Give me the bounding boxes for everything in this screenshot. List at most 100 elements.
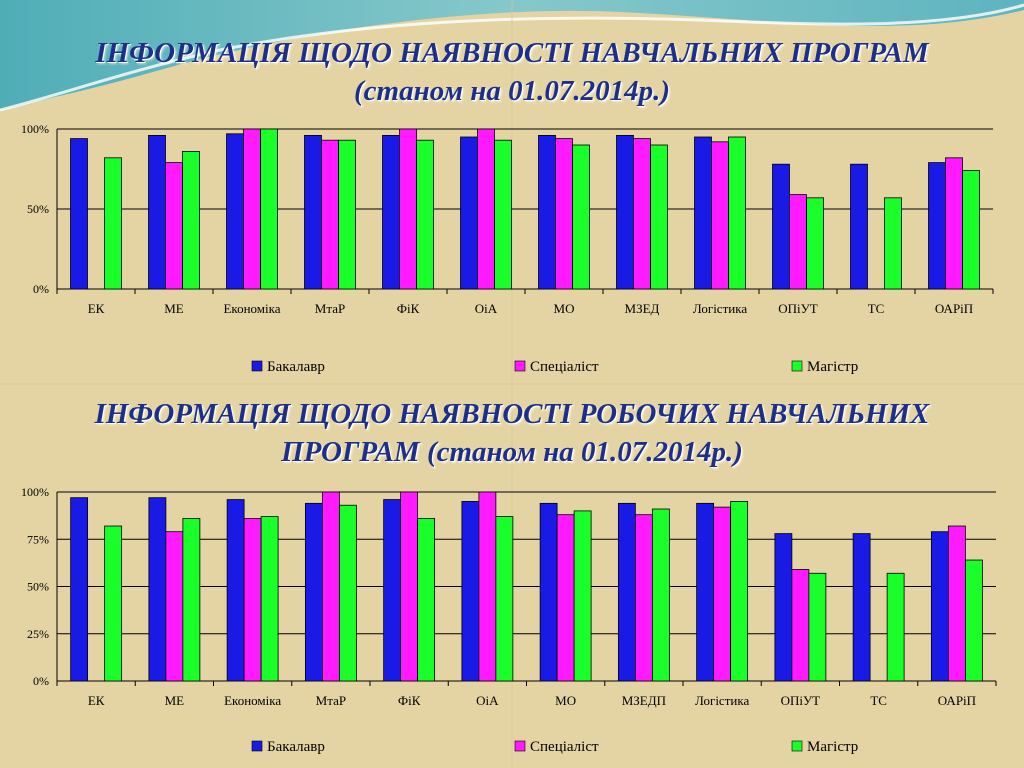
y-tick-label: 0% bbox=[33, 282, 49, 296]
chart-2-title: ІНФОРМАЦІЯ ЩОДО НАЯВНОСТІ РОБОЧИХ НАВЧАЛ… bbox=[0, 395, 1024, 471]
bar-Спеціаліст-МО bbox=[555, 138, 573, 290]
x-tick-label: ОПіУТ bbox=[781, 693, 821, 708]
bar-Магістр-МЕ bbox=[182, 151, 200, 290]
bar-Спеціаліст-МтаР bbox=[321, 491, 340, 682]
bar-Бакалавр-МЕ bbox=[148, 134, 166, 290]
y-tick-label: 50% bbox=[27, 580, 49, 594]
bar-Бакалавр-ОПіУТ bbox=[774, 533, 793, 682]
y-tick-label: 50% bbox=[27, 202, 49, 216]
bar-Бакалавр-ФіК bbox=[383, 499, 402, 682]
bar-Бакалавр-ТС bbox=[850, 163, 868, 290]
x-tick-label: МЕ bbox=[165, 693, 185, 708]
bar-Магістр-ТС bbox=[886, 572, 905, 682]
legend-swatch-Спеціаліст bbox=[514, 360, 526, 372]
bar-Бакалавр-ОіА bbox=[460, 136, 478, 290]
bar-Магістр-Логістика bbox=[730, 501, 749, 682]
x-tick-label: ОПіУТ bbox=[778, 301, 818, 316]
legend-label: Спеціаліст bbox=[530, 739, 599, 755]
bar-Магістр-МЗЕДП bbox=[651, 508, 670, 682]
bar-Бакалавр-ФіК bbox=[382, 134, 400, 290]
x-tick-label: МО bbox=[554, 301, 575, 316]
bar-Спеціаліст-ОПіУТ bbox=[789, 194, 807, 290]
bar-Бакалавр-ОПіУТ bbox=[772, 163, 790, 290]
legend-swatch-Бакалавр bbox=[251, 740, 263, 752]
bar-Спеціаліст-Економіка bbox=[243, 518, 262, 682]
bar-Магістр-МО bbox=[573, 510, 592, 682]
bar-Магістр-МЕ bbox=[182, 518, 201, 682]
bar-Магістр-Економіка bbox=[260, 516, 279, 682]
bar-Магістр-Економіка bbox=[260, 128, 278, 290]
bar-Магістр-ОПіУТ bbox=[808, 572, 827, 682]
x-tick-label: ТС bbox=[870, 693, 887, 708]
bar-Бакалавр-МЗЕДП bbox=[617, 502, 636, 682]
bar-Спеціаліст-Логістика bbox=[713, 506, 732, 682]
x-tick-label: ОАРіП bbox=[935, 301, 973, 316]
chart-1: 100% 50% 0% ЕК МЕ Економіка МтаР ФіК ОіА МО МЗЕД Ло… bbox=[21, 122, 994, 375]
bar-Магістр-ЕК bbox=[104, 525, 123, 682]
y-tick-label: 100% bbox=[21, 485, 49, 499]
bar-Магістр-МтаР bbox=[338, 139, 356, 290]
bar-Бакалавр-ОАРіП bbox=[928, 162, 946, 290]
chart-2: 100% 75% 50% 25% 0% ЕК МЕ Економіка МтаР ФіК ОіА МО… bbox=[21, 485, 997, 755]
x-tick-label: ОіА bbox=[475, 301, 498, 316]
x-tick-label: Економіка bbox=[224, 693, 281, 708]
bar-Магістр-ОіА bbox=[495, 516, 514, 682]
bar-Спеціаліст-ОПіУТ bbox=[791, 569, 810, 682]
bar-Магістр-ФіК bbox=[416, 139, 434, 290]
bar-Бакалавр-ТС bbox=[852, 533, 871, 682]
x-tick-label: ТС bbox=[868, 301, 885, 316]
legend-label: Бакалавр bbox=[267, 359, 325, 375]
bar-Спеціаліст-ОАРіП bbox=[945, 157, 963, 290]
x-tick-label: МЕ bbox=[164, 301, 184, 316]
legend-label: Спеціаліст bbox=[530, 359, 599, 375]
bar-Магістр-МЗЕД bbox=[650, 144, 668, 290]
bar-Спеціаліст-Економіка bbox=[243, 128, 261, 290]
bar-Спеціаліст-ОіА bbox=[478, 491, 497, 682]
x-tick-label: МО bbox=[555, 693, 576, 708]
bar-Бакалавр-Економіка bbox=[226, 499, 245, 682]
chart-2-title-line2: ПРОГРАМ (станом на 01.07.2014р.) bbox=[281, 436, 743, 468]
chart-1-title: ІНФОРМАЦІЯ ЩОДО НАЯВНОСТІ НАВЧАЛЬНИХ ПРО… bbox=[0, 34, 1024, 110]
bar-Спеціаліст-МЗЕД bbox=[633, 138, 651, 290]
bar-Магістр-ТС bbox=[884, 197, 902, 290]
bar-Бакалавр-ЕК bbox=[70, 497, 89, 682]
x-tick-label: МЗЕДП bbox=[622, 693, 666, 708]
bar-Бакалавр-ОАРіП bbox=[930, 531, 949, 682]
bar-Бакалавр-МЕ bbox=[148, 497, 167, 682]
x-tick-label: ЕК bbox=[88, 693, 105, 708]
legend-swatch-Магістр bbox=[791, 740, 803, 752]
bar-Спеціаліст-ОАРіП bbox=[947, 525, 966, 682]
bar-Спеціаліст-ФіК bbox=[399, 128, 417, 290]
bar-Спеціаліст-МЕ bbox=[165, 162, 183, 290]
x-tick-label: Логістика bbox=[695, 693, 749, 708]
bar-Магістр-ОіА bbox=[494, 139, 512, 290]
x-tick-label: Логістика bbox=[693, 301, 747, 316]
y-tick-label: 0% bbox=[33, 674, 49, 688]
y-tick-label: 100% bbox=[21, 122, 49, 136]
bar-Спеціаліст-МЕ bbox=[165, 531, 184, 682]
y-tick-label: 25% bbox=[27, 627, 49, 641]
x-tick-label: ФіК bbox=[397, 301, 420, 316]
bar-Спеціаліст-Логістика bbox=[711, 141, 729, 290]
x-tick-label: МтаР bbox=[316, 693, 346, 708]
bar-Спеціаліст-ОіА bbox=[477, 128, 495, 290]
x-tick-label: ФіК bbox=[398, 693, 421, 708]
bar-Магістр-ОАРіП bbox=[964, 559, 983, 682]
bar-Спеціаліст-ФіК bbox=[400, 491, 419, 682]
chart-1-title-line1: ІНФОРМАЦІЯ ЩОДО НАЯВНОСТІ НАВЧАЛЬНИХ ПРО… bbox=[95, 37, 929, 69]
bar-Магістр-МО bbox=[572, 144, 590, 290]
bar-Спеціаліст-МЗЕДП bbox=[634, 514, 653, 682]
bar-Магістр-ФіК bbox=[417, 518, 436, 682]
x-tick-label: Економіка bbox=[223, 301, 280, 316]
x-tick-label: МЗЕД bbox=[625, 301, 660, 316]
x-tick-label: ОіА bbox=[476, 693, 499, 708]
legend-swatch-Спеціаліст bbox=[514, 740, 526, 752]
chart-1-title-line2: (станом на 01.07.2014р.) bbox=[354, 75, 670, 107]
bar-Магістр-ОАРіП bbox=[962, 170, 980, 290]
bar-Бакалавр-МО bbox=[539, 502, 558, 682]
legend-label: Магістр bbox=[807, 739, 858, 755]
x-tick-label: ОАРіП bbox=[938, 693, 976, 708]
chart-2-title-line1: ІНФОРМАЦІЯ ЩОДО НАЯВНОСТІ РОБОЧИХ НАВЧАЛ… bbox=[94, 398, 930, 430]
bar-Бакалавр-ЕК bbox=[70, 138, 88, 290]
bar-Бакалавр-МтаР bbox=[304, 502, 323, 682]
